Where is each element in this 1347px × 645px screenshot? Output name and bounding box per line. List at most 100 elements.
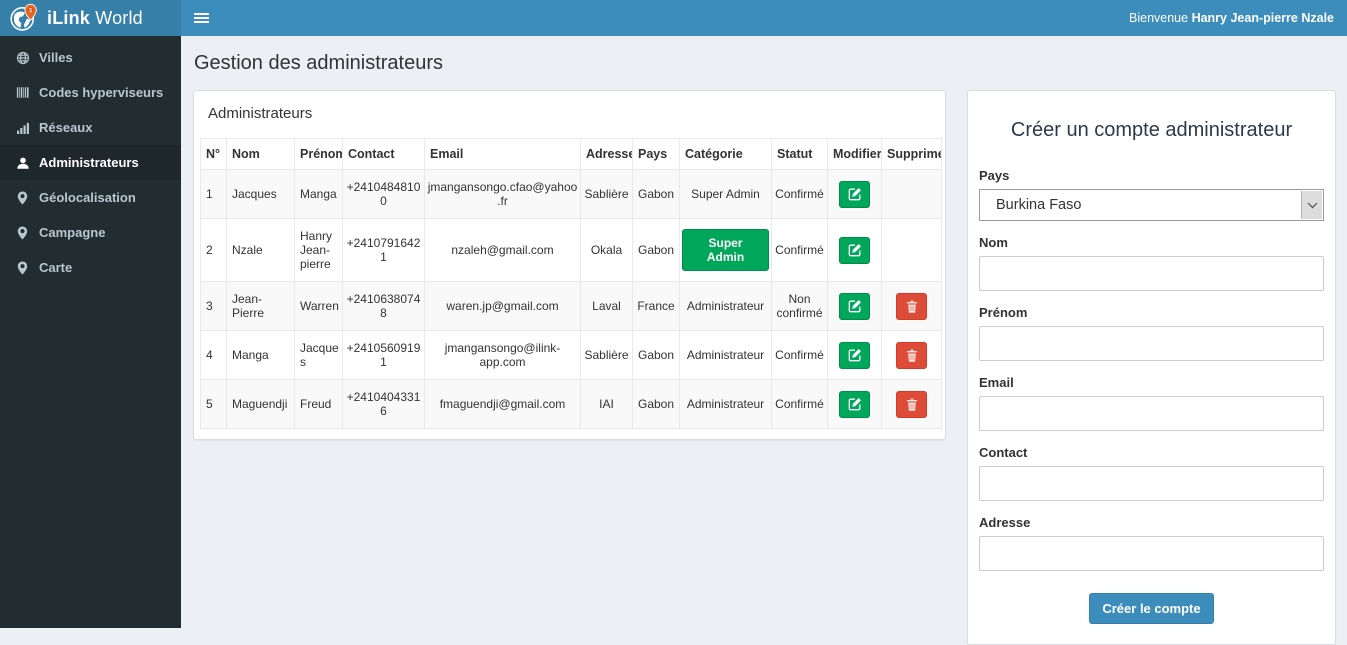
brand-logo[interactable]: $ iLink World <box>0 0 181 36</box>
edit-button[interactable] <box>839 180 870 208</box>
cell-email: fmaguendji@gmail.com <box>424 379 581 429</box>
sidebar-item-label: Réseaux <box>39 120 93 135</box>
delete-button[interactable] <box>896 292 927 320</box>
adresse-input[interactable] <box>979 536 1324 571</box>
column-header: Adresse <box>580 138 633 170</box>
cell-email: waren.jp@gmail.com <box>424 281 581 331</box>
cell-statut: Confirmé <box>771 330 828 380</box>
chevron-down-icon <box>1301 191 1322 219</box>
cell-prenom: Manga <box>294 169 343 219</box>
form-field-adresse: Adresse <box>979 515 1324 571</box>
edit-icon <box>848 187 862 201</box>
sidebar-item-label: Administrateurs <box>39 155 139 170</box>
edit-button[interactable] <box>839 292 870 320</box>
cell-pays: Gabon <box>632 330 680 380</box>
cell-num: 5 <box>200 379 227 429</box>
sidebar-toggle-button[interactable] <box>194 11 209 25</box>
email-input[interactable] <box>979 396 1324 431</box>
marker-icon <box>15 190 30 205</box>
pays-select[interactable]: Burkina Faso <box>979 189 1324 221</box>
trash-icon <box>906 349 918 362</box>
cell-prenom: Freud <box>294 379 343 429</box>
sidebar-menu: Villes Codes hyperviseurs Réseaux Administr… <box>0 40 181 285</box>
selected-value: Burkina Faso <box>996 197 1082 213</box>
cell-prenom: Jacques <box>294 330 343 380</box>
marker-icon <box>15 260 30 275</box>
globe-pin-icon: $ <box>9 3 39 33</box>
cell-contact: +24104848100 <box>342 169 425 219</box>
create-account-form: Pays Burkina Faso Nom Prénom Email Contact Adr… <box>979 168 1324 571</box>
user-icon <box>15 156 30 170</box>
sidebar-item-villes[interactable]: Villes <box>0 40 181 75</box>
cell-contact: +24106380748 <box>342 281 425 331</box>
column-header: Catégorie <box>679 138 772 170</box>
cell-prenom: Hanry Jean-pierre <box>294 218 343 282</box>
cell-num: 2 <box>200 218 227 282</box>
delete-button[interactable] <box>896 341 927 369</box>
trash-icon <box>906 398 918 411</box>
sidebar-item-label: Villes <box>39 50 73 65</box>
table-row: 3 Jean-Pierre Warren +24106380748 waren.jp@g… <box>200 281 942 331</box>
form-field-pays: Pays Burkina Faso <box>979 168 1324 221</box>
globe-icon <box>15 51 30 65</box>
column-header: Pays <box>632 138 680 170</box>
navbar: Bienvenue Hanry Jean-pierre Nzale <box>181 0 1347 36</box>
table-row: 1 Jacques Manga +24104848100 jmangansongo.cf… <box>200 169 942 219</box>
delete-button[interactable] <box>896 390 927 418</box>
nom-input[interactable] <box>979 256 1324 291</box>
cell-num: 1 <box>200 169 227 219</box>
cell-adresse: IAI <box>580 379 633 429</box>
administrators-table: N° Nom Prénom Contact Email Adresse Pays Catégo… <box>200 138 942 429</box>
cell-supprimer <box>881 330 942 380</box>
sidebar-item-label: Codes hyperviseurs <box>39 85 164 100</box>
cell-statut: Confirmé <box>771 169 828 219</box>
edit-icon <box>848 397 862 411</box>
form-field-contact: Contact <box>979 445 1324 501</box>
cell-categorie: Administrateur <box>679 330 772 380</box>
create-account-button[interactable]: Créer le compte <box>1089 593 1214 624</box>
cell-num: 4 <box>200 330 227 380</box>
cell-supprimer <box>881 379 942 429</box>
cell-contact: +24105609191 <box>342 330 425 380</box>
sidebar-item-label: Campagne <box>39 225 106 240</box>
cell-modifier <box>827 281 882 331</box>
contact-label: Contact <box>979 445 1028 460</box>
cell-email: jmangansongo.cfao@yahoo.fr <box>424 169 581 219</box>
super-admin-badge[interactable]: Super Admin <box>682 229 769 271</box>
main-content: Gestion des administrateurs Administrate… <box>181 36 1347 645</box>
email-label: Email <box>979 375 1014 390</box>
form-field-email: Email <box>979 375 1324 431</box>
prenom-input[interactable] <box>979 326 1324 361</box>
sidebar-item-codes-hyperviseurs[interactable]: Codes hyperviseurs <box>0 75 181 110</box>
contact-input[interactable] <box>979 466 1324 501</box>
table-row: 5 Maguendji Freud +24104043316 fmaguendji@gm… <box>200 379 942 429</box>
cell-categorie: Administrateur <box>679 281 772 331</box>
cell-nom: Manga <box>226 330 295 380</box>
nom-label: Nom <box>979 235 1008 250</box>
column-header: Supprimer <box>881 138 942 170</box>
cell-adresse: Sablière <box>580 330 633 380</box>
edit-button[interactable] <box>839 390 870 418</box>
sidebar-item-carte[interactable]: Carte <box>0 250 181 285</box>
pays-label: Pays <box>979 168 1010 183</box>
cell-adresse: Okala <box>580 218 633 282</box>
cell-supprimer <box>881 169 942 219</box>
create-account-title: Créer un compte administrateur <box>1010 119 1293 141</box>
edit-button[interactable] <box>839 341 870 369</box>
cell-statut: Non confirmé <box>771 281 828 331</box>
sidebar-item-campagne[interactable]: Campagne <box>0 215 181 250</box>
sidebar-item-reseaux[interactable]: Réseaux <box>0 110 181 145</box>
edit-button[interactable] <box>839 236 870 264</box>
cell-nom: Jacques <box>226 169 295 219</box>
cell-categorie: Super Admin <box>679 218 772 282</box>
column-header: Email <box>424 138 581 170</box>
sidebar: Villes Codes hyperviseurs Réseaux Administr… <box>0 36 181 628</box>
barcode-icon <box>15 86 30 99</box>
column-header: Contact <box>342 138 425 170</box>
sidebar-item-geolocalisation[interactable]: Géolocalisation <box>0 180 181 215</box>
cell-modifier <box>827 379 882 429</box>
cell-nom: Nzale <box>226 218 295 282</box>
sidebar-item-administrateurs[interactable]: Administrateurs <box>0 145 181 180</box>
table-header-row: N° Nom Prénom Contact Email Adresse Pays Catégo… <box>200 138 942 170</box>
